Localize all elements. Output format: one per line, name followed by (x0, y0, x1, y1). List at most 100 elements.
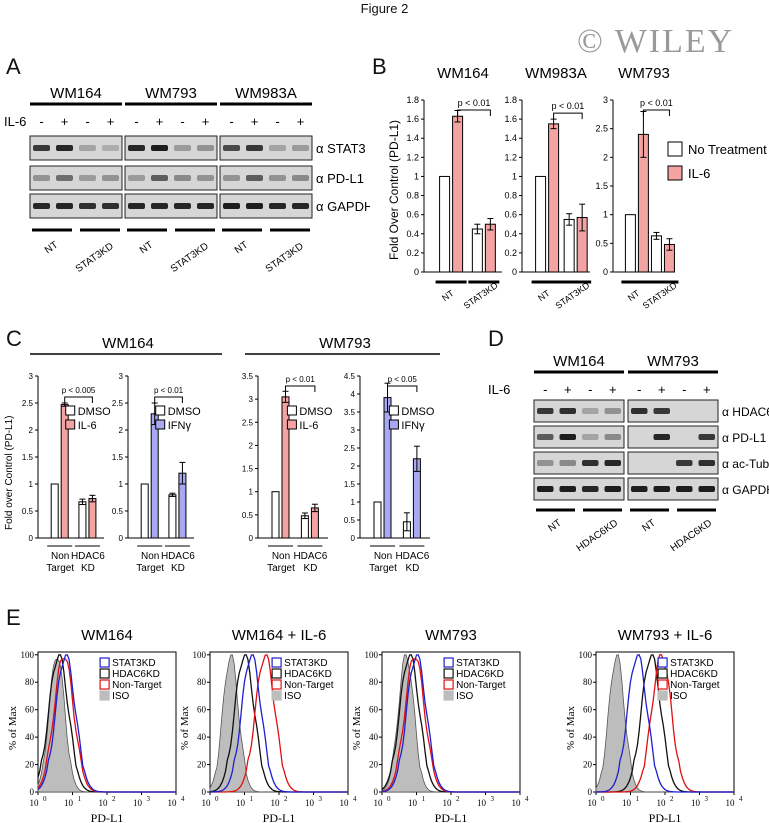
blot-band (102, 175, 119, 181)
blot-band (223, 175, 240, 181)
legend-label: IFNγ (401, 420, 425, 432)
group-label: STAT3KD (264, 241, 306, 275)
treatment-sign: - (637, 382, 641, 397)
bar (88, 498, 97, 539)
y-tick-label: 60 (197, 705, 207, 715)
legend-label: IL-6 (688, 166, 710, 181)
group-label: NT (626, 288, 642, 303)
significance-bracket (642, 109, 670, 116)
y-tick-label: 0.6 (504, 210, 517, 220)
chart-title: WM793 (618, 65, 670, 82)
group-label: HDAC6 (293, 551, 327, 562)
y-tick-label: 0.6 (406, 210, 419, 220)
x-tick-exponent: 0 (215, 795, 219, 803)
y-tick-label: 0 (202, 787, 207, 797)
bar (535, 175, 547, 273)
blot-band (631, 486, 648, 492)
blot-band (246, 175, 263, 181)
y-tick-label: 2.5 (595, 124, 608, 134)
x-tick-label: 10 (236, 798, 246, 808)
legend-swatch (388, 405, 399, 416)
y-tick-label: 0.8 (406, 191, 419, 201)
y-tick-label: 1.8 (504, 95, 517, 105)
group-label: NT (138, 240, 155, 257)
group-label: KD (303, 563, 317, 574)
x-tick-label: 10 (202, 798, 212, 808)
blot-lane-box (533, 451, 625, 475)
y-tick-label: 100 (579, 650, 593, 660)
bar (471, 228, 483, 273)
y-tick-label: 3 (119, 372, 124, 381)
legend-label: ISO (112, 691, 129, 702)
legend-swatch (271, 690, 282, 701)
blot-band (292, 203, 309, 209)
group-label: NT (233, 240, 250, 257)
bar (373, 501, 382, 539)
y-tick-label: 1 (29, 480, 34, 489)
legend-label: Non-Target (112, 680, 162, 691)
x-tick-label: 10 (588, 798, 598, 808)
group-label: Target (369, 563, 397, 574)
bar (383, 397, 392, 539)
legend-swatch (271, 657, 282, 668)
x-tick-exponent: 2 (456, 795, 460, 803)
y-tick-label: 0.2 (406, 248, 419, 258)
y-tick-label: 0 (414, 267, 419, 277)
y-tick-label: 80 (197, 677, 207, 687)
group-label: Target (136, 563, 164, 574)
bar (78, 501, 87, 539)
blot-lane-box (533, 399, 625, 423)
treatment-sign: - (229, 114, 233, 129)
x-tick-exponent: 2 (284, 795, 288, 803)
y-tick-label: 1 (351, 498, 356, 507)
y-tick-label: 0 (249, 534, 254, 543)
legend-label: HDAC6KD (112, 669, 160, 680)
legend-label: ISO (284, 691, 301, 702)
blot-band (604, 434, 621, 440)
blot-band (33, 145, 50, 151)
p-value-label: p < 0.01 (458, 98, 491, 108)
group-label: STAT3KD (462, 280, 500, 310)
legend-swatch (667, 141, 683, 157)
treatment-sign: - (85, 114, 89, 129)
y-tick-label: 1.5 (242, 465, 254, 474)
y-tick-label: 1 (414, 171, 419, 181)
x-tick-label: 10 (168, 798, 178, 808)
y-axis-label: Fold Over Control (PD-L1) (387, 120, 401, 260)
blot-band (269, 203, 286, 209)
x-axis-label: PD-L1 (649, 811, 682, 823)
y-tick-label: 0.5 (242, 511, 254, 520)
significance-bracket (553, 112, 583, 120)
legend-label: Non-Target (670, 680, 720, 691)
legend-swatch (388, 419, 399, 430)
bar (150, 413, 159, 539)
panel-a-western-blot: WM164- + - +WM793- + - +WM983A- + - +IL-6α STAT3α… (4, 85, 370, 275)
y-tick-label: 2 (119, 426, 124, 435)
blot-band (559, 434, 576, 440)
y-tick-label: 20 (369, 760, 379, 770)
legend-swatch (155, 419, 166, 430)
x-axis-label: PD-L1 (435, 811, 468, 823)
significance-bracket (457, 109, 491, 116)
legend-swatch (443, 679, 454, 690)
blot-band (174, 175, 191, 181)
legend-label: HDAC6KD (670, 669, 718, 680)
x-tick-label: 10 (99, 798, 109, 808)
antibody-label: α GAPDH (722, 483, 769, 497)
legend-label: Non-Target (284, 680, 334, 691)
blot-band (653, 486, 670, 492)
bar (310, 507, 319, 539)
group-label: HDAC6KD (575, 518, 620, 554)
y-tick-label: 0 (29, 534, 34, 543)
treatment-sign: + (297, 114, 305, 129)
cell-line-label: WM793 (319, 335, 371, 352)
blot-band (246, 145, 263, 151)
histogram-curve (37, 654, 176, 793)
cell-line-label: WM164 (102, 335, 154, 352)
y-tick-label: 1.5 (22, 453, 34, 462)
group-label: KD (405, 563, 419, 574)
blot-band (604, 408, 621, 414)
cell-line-label: WM164 (553, 353, 605, 370)
blot-band (604, 460, 621, 466)
y-tick-label: 2.5 (242, 418, 254, 427)
